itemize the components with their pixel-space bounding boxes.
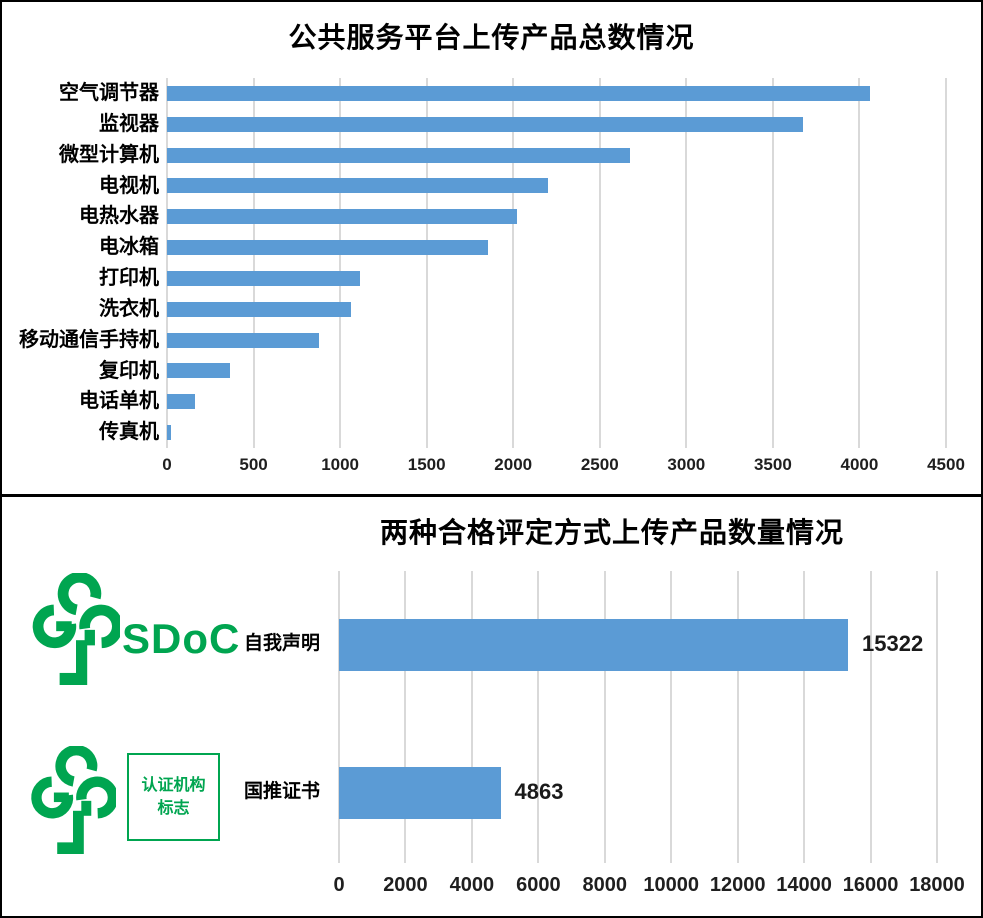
bar-电热水器 <box>167 209 517 225</box>
tree-g-bar <box>53 792 69 803</box>
category-label: 国推证书 <box>243 781 320 803</box>
category-label: 打印机 <box>99 267 159 290</box>
gridline <box>869 571 872 863</box>
gridline <box>404 571 407 863</box>
x-axis-tick-label: 3500 <box>753 455 792 474</box>
category-label: 空气调节器 <box>59 82 159 105</box>
category-label: 洗衣机 <box>99 297 159 320</box>
gridline <box>603 571 606 863</box>
bar-电话单机 <box>167 394 195 410</box>
tree-g-arc <box>31 776 74 819</box>
tree-g-bar <box>56 621 72 632</box>
top-chart-title: 公共服务平台上传产品总数情况 <box>288 23 695 54</box>
tree-trunk-foot <box>59 672 78 685</box>
gridline <box>338 571 340 863</box>
tree-p-stem <box>81 800 92 816</box>
x-axis-tick-label: 18000 <box>909 874 965 896</box>
value-label: 15322 <box>862 631 924 657</box>
bar-自我声明 <box>339 619 849 671</box>
tree-trunk <box>76 640 88 685</box>
category-label: 传真机 <box>99 421 159 444</box>
gridline <box>771 78 774 448</box>
tree-p-arc <box>76 776 116 819</box>
x-axis-tick-label: 4000 <box>449 874 495 896</box>
category-label: 复印机 <box>99 359 159 382</box>
bar-监视器 <box>167 116 804 132</box>
gridline <box>670 571 673 863</box>
gridline <box>537 571 540 863</box>
gridline <box>512 78 515 448</box>
bar-打印机 <box>167 270 361 286</box>
gridline <box>252 78 255 448</box>
x-axis-tick-label: 8000 <box>582 874 628 896</box>
bar-空气调节器 <box>167 85 870 101</box>
x-axis-tick-label: 14000 <box>776 874 832 896</box>
category-label: 自我声明 <box>243 633 320 655</box>
gridline <box>339 78 342 448</box>
bar-传真机 <box>167 425 172 441</box>
gridline <box>425 78 428 448</box>
gridline <box>166 78 168 448</box>
category-label: 微型计算机 <box>59 143 159 166</box>
x-axis-tick-label: 2000 <box>494 455 533 474</box>
gridline <box>945 78 947 448</box>
gridline <box>858 78 861 448</box>
tree-p-arc <box>79 604 120 649</box>
x-axis-tick-label: 16000 <box>842 874 899 896</box>
x-axis-tick-label: 10000 <box>643 874 700 896</box>
bar-复印机 <box>167 363 231 379</box>
sdoc-label: SDoC <box>122 615 241 662</box>
x-axis-tick-label: 4000 <box>840 455 879 474</box>
x-axis-tick-label: 2500 <box>580 455 619 474</box>
x-axis-tick-label: 2000 <box>383 874 428 896</box>
china-green-product-tree-logo <box>31 746 116 854</box>
value-label: 4863 <box>514 779 564 805</box>
tree-g-arc <box>32 604 77 649</box>
bar-国推证书 <box>339 767 501 819</box>
tree-p-stem <box>84 629 95 646</box>
x-axis-tick-label: 6000 <box>516 874 561 896</box>
category-label: 监视器 <box>99 112 159 135</box>
x-axis-tick-label: 0 <box>162 455 172 474</box>
tree-trunk <box>73 810 84 854</box>
gridline <box>803 571 806 863</box>
category-label: 电冰箱 <box>99 236 159 259</box>
category-label: 移动通信手持机 <box>19 328 159 351</box>
bar-移动通信手持机 <box>167 332 320 348</box>
bar-电冰箱 <box>167 240 489 256</box>
bar-电视机 <box>167 178 548 194</box>
x-axis-tick-label: 4500 <box>927 455 965 474</box>
x-axis-tick-label: 500 <box>239 455 268 474</box>
category-label: 电热水器 <box>79 205 159 228</box>
cert-box-line-1: 认证机构 <box>141 776 206 794</box>
gridline <box>936 571 938 863</box>
x-axis-tick-label: 1500 <box>407 455 446 474</box>
tree-c-arc <box>57 573 102 616</box>
top-chart-panel: 公共服务平台上传产品总数情况 0 500 1000 1500 2000 2500 3000 3… <box>2 2 981 497</box>
category-label: 电视机 <box>99 174 159 197</box>
x-axis-tick-label: 3000 <box>667 455 706 474</box>
gridline <box>598 78 601 448</box>
gridline <box>470 571 473 863</box>
tree-trunk-foot <box>57 842 75 854</box>
x-axis-tick-label: 1000 <box>321 455 360 474</box>
x-axis-tick-label: 12000 <box>709 874 766 896</box>
bottom-chart-panel: 两种合格评定方式上传产品数量情况 SDoC <box>2 497 981 913</box>
gridline <box>736 571 739 863</box>
bottom-chart-title: 两种合格评定方式上传产品数量情况 <box>379 518 844 549</box>
tree-c-arc <box>55 746 98 787</box>
gridline <box>685 78 688 448</box>
category-label: 电话单机 <box>79 390 159 413</box>
x-axis-tick-label: 0 <box>333 874 345 896</box>
bar-微型计算机 <box>167 147 631 163</box>
bar-洗衣机 <box>167 301 352 317</box>
china-green-product-tree-logo <box>32 573 120 685</box>
certification-mark-box: 认证机构 标志 <box>127 753 220 841</box>
cert-box-line-2: 标志 <box>157 800 190 817</box>
